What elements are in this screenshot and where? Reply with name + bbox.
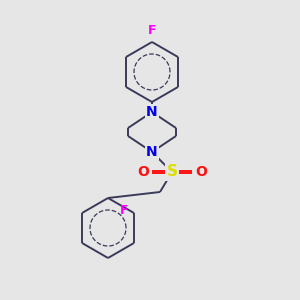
Text: N: N (146, 105, 158, 119)
Text: O: O (137, 165, 149, 179)
Text: F: F (120, 205, 128, 218)
Text: N: N (146, 145, 158, 159)
Text: F: F (148, 24, 156, 37)
Text: S: S (167, 164, 178, 179)
Text: O: O (195, 165, 207, 179)
